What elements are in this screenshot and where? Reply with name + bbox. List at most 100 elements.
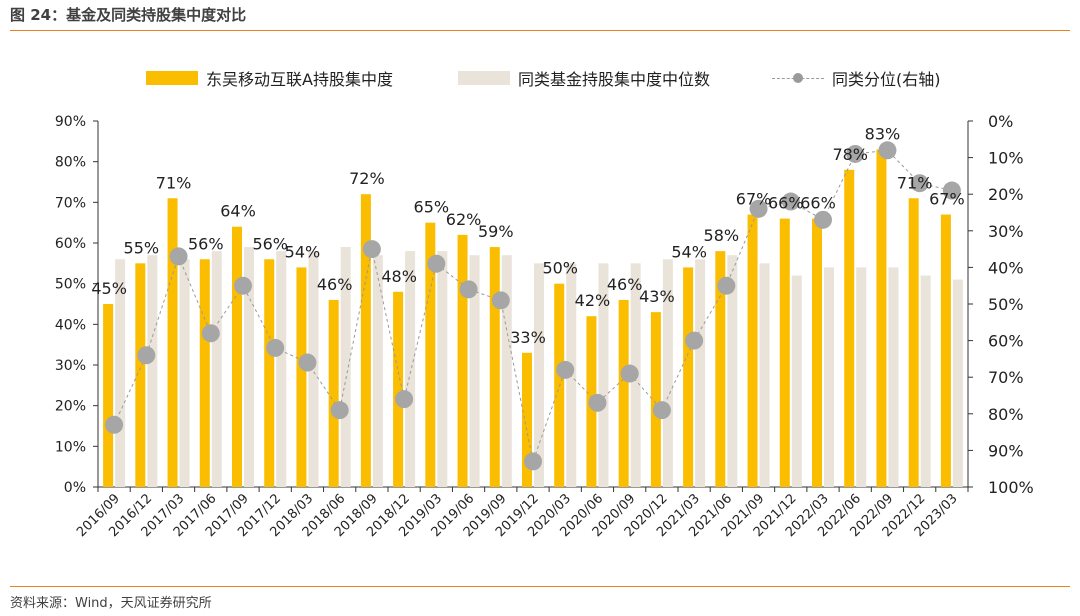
right-axis-tick-label: 40%: [988, 258, 1024, 277]
percentile-marker: [942, 181, 961, 200]
right-axis-tick-label: 80%: [988, 405, 1024, 424]
left-axis-tick-label: 10%: [55, 439, 86, 455]
legend-item-percentile: 同类分位(右轴): [772, 66, 941, 90]
percentile-marker: [781, 192, 800, 211]
left-axis-tick-label: 20%: [55, 399, 86, 415]
fund-data-label: 45%: [91, 279, 127, 298]
percentile-marker: [846, 144, 865, 163]
peer-median-bar: [534, 263, 544, 487]
fund-data-label: 83%: [865, 124, 901, 143]
left-axis-tick-label: 40%: [55, 317, 86, 333]
left-axis-tick-label: 0%: [64, 480, 86, 496]
right-axis-tick-label: 70%: [988, 368, 1024, 387]
fund-concentration-bar: [618, 299, 629, 487]
peer-median-bar: [340, 247, 351, 487]
percentile-marker: [749, 199, 768, 218]
fund-concentration-bar: [650, 312, 661, 487]
fund-data-label: 59%: [478, 222, 514, 241]
fund-concentration-bar: [425, 222, 436, 487]
percentile-marker: [910, 174, 929, 193]
peer-median-bar: [662, 259, 673, 487]
bottom-rule: [10, 586, 1070, 587]
percentile-marker: [556, 360, 575, 379]
fund-data-label: 62%: [446, 210, 482, 229]
right-axis-tick-label: 10%: [988, 149, 1024, 168]
fund-concentration-bar: [135, 263, 146, 487]
right-axis-tick-label: 50%: [988, 295, 1024, 314]
percentile-marker: [685, 331, 704, 350]
fund-concentration-bar: [683, 267, 694, 487]
peer-median-bar: [469, 255, 480, 487]
percentile-line: [113, 149, 952, 464]
legend-swatch-fund: [146, 71, 198, 85]
percentile-marker: [298, 353, 317, 372]
percentile-marker: [395, 390, 414, 409]
fund-concentration-bar: [554, 283, 565, 487]
percentile-marker: [234, 276, 252, 295]
right-axis-tick-label: 60%: [988, 332, 1024, 351]
peer-median-bar: [147, 255, 158, 487]
left-axis-tick-label: 90%: [55, 114, 86, 130]
legend-label-fund: 东吴移动互联A持股集中度: [206, 70, 393, 89]
fund-concentration-bar: [844, 169, 855, 488]
fund-data-label: 65%: [414, 198, 450, 217]
fund-data-label: 43%: [639, 287, 675, 306]
peer-median-bar: [598, 263, 609, 487]
peer-median-bar: [211, 251, 222, 487]
percentile-marker: [717, 276, 736, 295]
legend: 东吴移动互联A持股集中度 同类基金持股集中度中位数 同类分位(右轴): [0, 66, 1080, 90]
percentile-marker: [524, 452, 542, 471]
right-axis-tick-label: 30%: [988, 222, 1024, 241]
figure-title: 图 24：基金及同类持股集中度对比: [10, 6, 247, 24]
percentile-marker: [814, 210, 832, 229]
peer-median-bar: [727, 255, 738, 487]
percentile-marker: [491, 291, 510, 310]
peer-median-bar: [276, 251, 287, 487]
fund-data-label: 67%: [736, 190, 772, 209]
percentile-marker: [652, 401, 671, 420]
fund-concentration-bar: [167, 198, 178, 487]
percentile-marker: [105, 415, 124, 434]
fund-concentration-bar: [876, 149, 887, 487]
fund-concentration-bar: [393, 291, 404, 487]
fund-data-label: 56%: [188, 234, 224, 253]
peer-median-bar: [405, 251, 416, 487]
fund-data-label: 54%: [285, 242, 321, 261]
fund-data-label: 42%: [575, 291, 611, 310]
legend-item-fund: 东吴移动互联A持股集中度: [146, 66, 393, 90]
fund-data-label: 66%: [800, 194, 836, 213]
chart-canvas: 0% 10% 20% 30% 40% 50% 60% 70% 80% 90% 0% 10% 20% 30%…: [55, 112, 1034, 540]
fund-data-label: 78%: [832, 145, 868, 164]
percentile-marker: [427, 254, 446, 273]
percentile-marker: [588, 393, 607, 412]
fund-data-label: 55%: [124, 238, 160, 257]
left-axis-tick-label: 80%: [55, 155, 86, 171]
percentile-marker: [459, 280, 478, 299]
fund-data-label: 46%: [607, 275, 643, 294]
peer-median-bar: [791, 275, 802, 487]
peer-median-bar: [888, 267, 899, 487]
right-axis-tick-label: 90%: [988, 441, 1024, 460]
percentile-marker: [620, 364, 639, 383]
top-rule: [10, 30, 1070, 31]
fund-concentration-bar: [264, 259, 275, 487]
fund-data-label: 67%: [929, 190, 965, 209]
fund-data-label: 71%: [897, 173, 933, 192]
peer-median-bar: [115, 259, 126, 487]
percentile-marker: [330, 401, 349, 420]
fund-data-label: 72%: [349, 169, 385, 188]
fund-concentration-bar: [747, 214, 758, 488]
percentile-marker: [201, 324, 220, 343]
peer-median-bar: [501, 255, 512, 487]
percentile-marker: [266, 338, 285, 357]
fund-concentration-bar: [103, 304, 114, 487]
legend-swatch-percentile: [772, 71, 824, 85]
fund-data-label: 58%: [704, 226, 740, 245]
left-axis-tick-label: 70%: [55, 195, 86, 211]
legend-label-peer: 同类基金持股集中度中位数: [518, 70, 711, 89]
fund-concentration-bar: [522, 352, 532, 487]
peer-median-bar: [856, 267, 867, 487]
fund-concentration-bar: [489, 247, 500, 487]
fund-concentration-bar: [232, 226, 242, 487]
fund-concentration-bar: [715, 251, 726, 487]
